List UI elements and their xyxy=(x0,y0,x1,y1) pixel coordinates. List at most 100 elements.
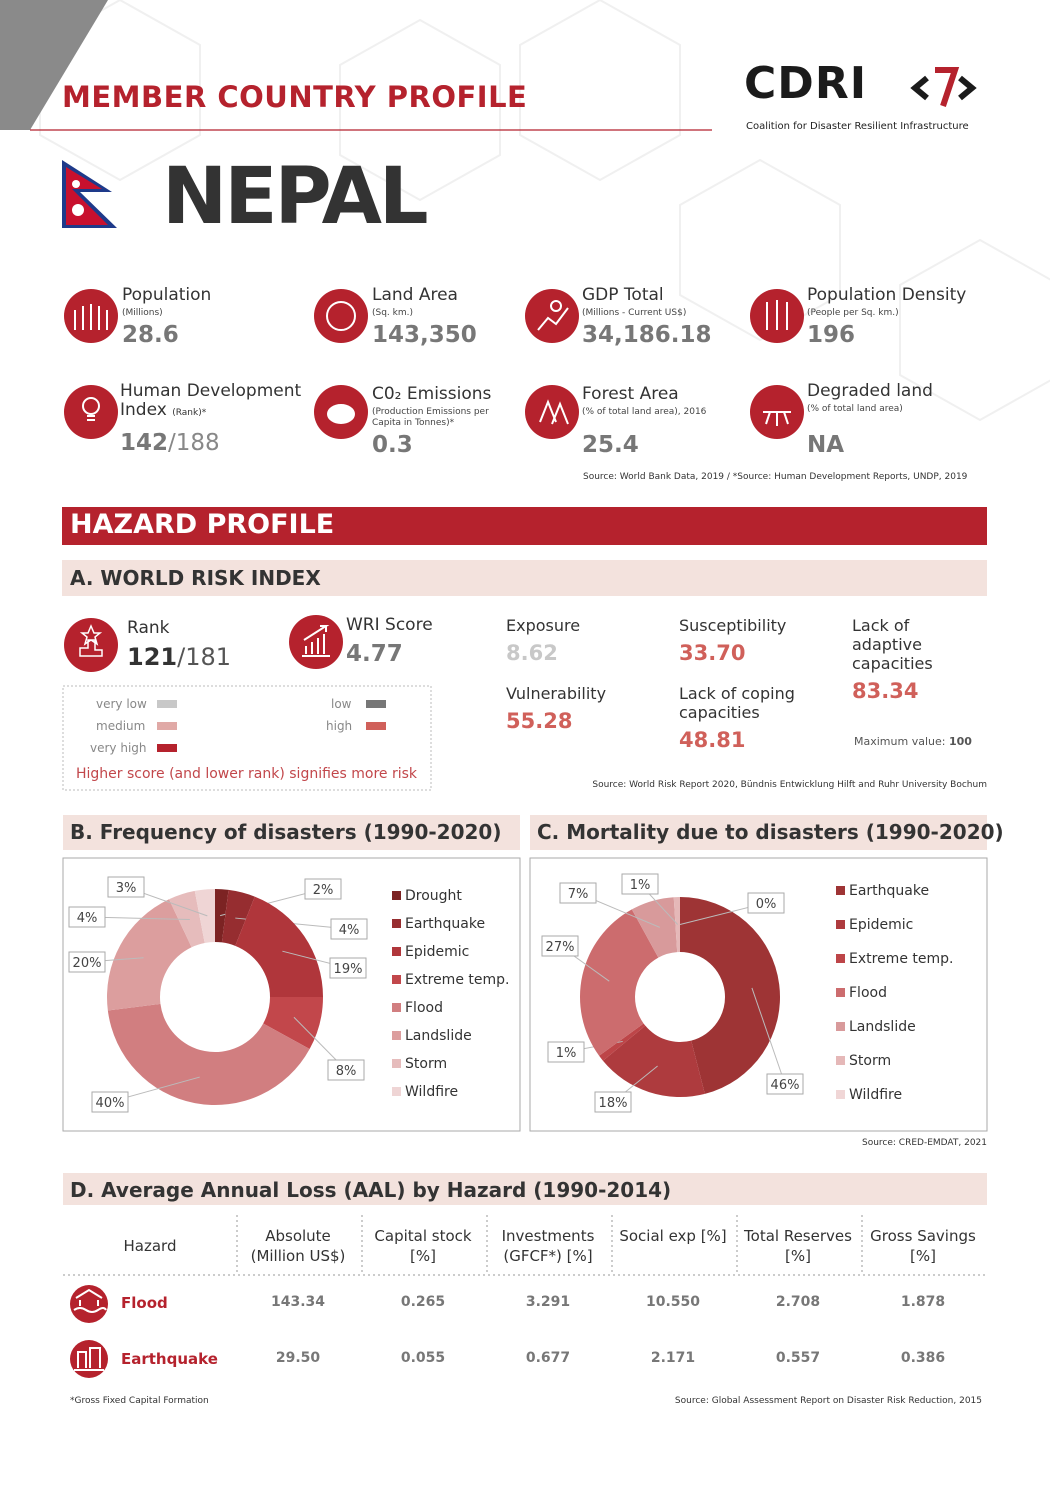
indicator-unit: (% of total land area), 2016 xyxy=(582,407,707,417)
indicator-label: Land Area xyxy=(372,286,562,305)
metric-value: 48.81 xyxy=(679,728,746,752)
legend-label: Flood xyxy=(405,1000,443,1016)
indicator: C0₂ Emissions (Production Emissions per C… xyxy=(372,385,562,429)
label-box xyxy=(559,882,597,904)
indicator-suffix: /188 xyxy=(168,430,220,456)
table-cell: 143.34 xyxy=(270,1294,326,1310)
indicator-label: C0₂ Emissions xyxy=(372,385,562,404)
rank-value: 121/181 xyxy=(127,643,231,671)
table-cell: Earthquake xyxy=(121,1350,218,1368)
indicator-unit: (People per Sq. km.) xyxy=(807,308,899,318)
label-box xyxy=(747,892,785,914)
pie-slice xyxy=(680,897,780,1094)
icon-glyphs xyxy=(74,300,791,426)
metric-value: 33.70 xyxy=(679,641,746,665)
label-box xyxy=(327,1059,365,1081)
indicator-unit: (Rank)* xyxy=(172,408,207,418)
indicator-value: 28.6 xyxy=(122,322,179,348)
indicator: Forest Area (% of total land area), 2016 xyxy=(582,385,772,418)
section-b-bar xyxy=(63,815,520,850)
table-cell: 0.055 xyxy=(400,1350,446,1366)
indicator-unit: (Sq. km.) xyxy=(372,308,414,318)
indicator-label: Human Development Index (Rank)* xyxy=(120,382,310,423)
data-label: 19% xyxy=(334,962,363,977)
indicator: Degraded land (% of total land area) xyxy=(807,382,997,415)
metric-value: 83.34 xyxy=(852,679,919,703)
table-header: Investments (GFCF*) [%] xyxy=(501,1227,595,1265)
legend-swatch xyxy=(157,744,177,752)
metric-label: Lack of coping capacities xyxy=(679,684,795,722)
legend-swatch xyxy=(836,1090,845,1099)
indicator: GDP Total (Millions - Current US$) xyxy=(582,286,772,319)
indicator-number: 25.4 xyxy=(582,432,639,458)
indicator-label: GDP Total xyxy=(582,286,772,305)
indicator-value: 196 xyxy=(807,322,855,348)
score-label: WRI Score xyxy=(346,615,433,635)
legend-label: Landslide xyxy=(849,1019,916,1035)
table-cell: 29.50 xyxy=(275,1350,321,1366)
section-c-bar xyxy=(530,815,987,850)
source: Source: CRED-EMDAT, 2021 xyxy=(861,1138,987,1148)
indicator-name: Degraded land xyxy=(807,381,933,401)
legend-swatch xyxy=(836,920,845,929)
legend-swatch xyxy=(157,700,177,708)
label-box xyxy=(107,876,145,898)
indicator-number: 142 xyxy=(120,430,169,456)
flag xyxy=(62,160,117,228)
indicator: Population (Millions) xyxy=(122,286,312,319)
label-box xyxy=(329,957,367,979)
indicator-value: 25.4 xyxy=(582,432,639,458)
indicator-label: Forest Area xyxy=(582,385,772,404)
rank-glyph xyxy=(79,624,103,657)
country-name: NEPAL xyxy=(162,152,429,242)
leader-line xyxy=(751,987,786,1085)
hazard-bar xyxy=(62,507,987,545)
indicator-label: Population Density xyxy=(807,286,997,305)
indicator-value: 143,350 xyxy=(372,322,477,348)
legend-swatch xyxy=(366,700,386,708)
label-box xyxy=(330,918,368,940)
pie-slice xyxy=(106,899,192,1011)
data-label: 7% xyxy=(568,887,589,902)
pie-slice xyxy=(235,896,323,997)
data-label: 0% xyxy=(756,897,777,912)
data-label: 1% xyxy=(556,1046,577,1061)
pie-slice xyxy=(602,1025,705,1097)
chart-box xyxy=(62,857,521,1132)
indicator-number: NA xyxy=(807,432,845,458)
chart-title: C. Mortality due to disasters (1990-2020… xyxy=(537,820,1004,844)
label-box xyxy=(304,878,342,900)
data-label: 3% xyxy=(116,881,137,896)
indicator: Population Density (People per Sq. km.) xyxy=(807,286,997,319)
flood-glyph xyxy=(73,1288,107,1313)
hex-pattern xyxy=(39,0,1050,422)
legend-label: Earthquake xyxy=(405,916,485,932)
data-label: 40% xyxy=(96,1096,125,1111)
data-label: 8% xyxy=(336,1064,357,1079)
data-label: 4% xyxy=(77,911,98,926)
section-d-bar xyxy=(63,1173,987,1205)
page-title: MEMBER COUNTRY PROFILE xyxy=(62,80,528,114)
table-cell: 2.708 xyxy=(775,1294,821,1310)
score-value: 4.77 xyxy=(346,641,403,667)
table-cell: 0.677 xyxy=(525,1350,571,1366)
metric-value: 55.28 xyxy=(506,709,573,733)
indicator-name: Land Area xyxy=(372,285,458,305)
indicator-unit: (Millions - Current US$) xyxy=(582,308,687,318)
label-box xyxy=(547,1041,585,1063)
indicator-value: 142/188 xyxy=(120,430,220,456)
rank-total: /181 xyxy=(177,643,232,671)
pie-slice xyxy=(673,897,680,953)
source: Source: Global Assessment Report on Disa… xyxy=(674,1396,982,1406)
legend-swatch xyxy=(836,1056,845,1065)
legend-label: low xyxy=(331,697,352,711)
legend-label: Landslide xyxy=(405,1028,472,1044)
legend-label: very low xyxy=(96,697,147,711)
source: Source: World Bank Data, 2019 / *Source:… xyxy=(583,472,968,482)
legend-label: Earthquake xyxy=(849,883,929,899)
legend-swatch xyxy=(392,947,401,956)
legend-label: Flood xyxy=(849,985,887,1001)
score-icon xyxy=(289,615,343,669)
pie-slice xyxy=(107,1003,310,1106)
